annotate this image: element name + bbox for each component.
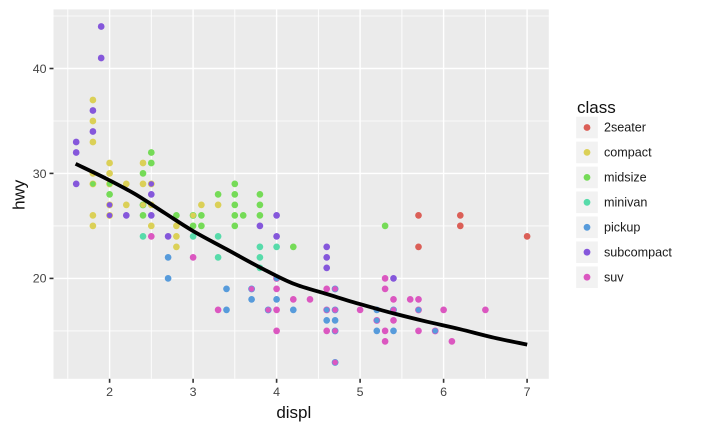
svg-text:2seater: 2seater — [604, 121, 646, 135]
svg-text:30: 30 — [33, 167, 47, 181]
svg-text:displ: displ — [276, 403, 311, 422]
svg-text:7: 7 — [524, 385, 531, 399]
svg-text:6: 6 — [440, 385, 447, 399]
svg-text:suv: suv — [604, 270, 624, 284]
svg-text:compact: compact — [604, 146, 652, 160]
svg-text:5: 5 — [357, 385, 364, 399]
svg-text:subcompact: subcompact — [604, 245, 672, 259]
svg-text:minivan: minivan — [604, 196, 647, 210]
svg-text:hwy: hwy — [10, 179, 29, 210]
svg-text:20: 20 — [33, 272, 47, 286]
svg-text:2: 2 — [106, 385, 113, 399]
svg-text:3: 3 — [190, 385, 197, 399]
svg-text:4: 4 — [273, 385, 280, 399]
svg-text:midsize: midsize — [604, 171, 647, 185]
svg-text:class: class — [577, 98, 616, 117]
svg-text:40: 40 — [33, 62, 47, 76]
svg-text:pickup: pickup — [604, 221, 640, 235]
